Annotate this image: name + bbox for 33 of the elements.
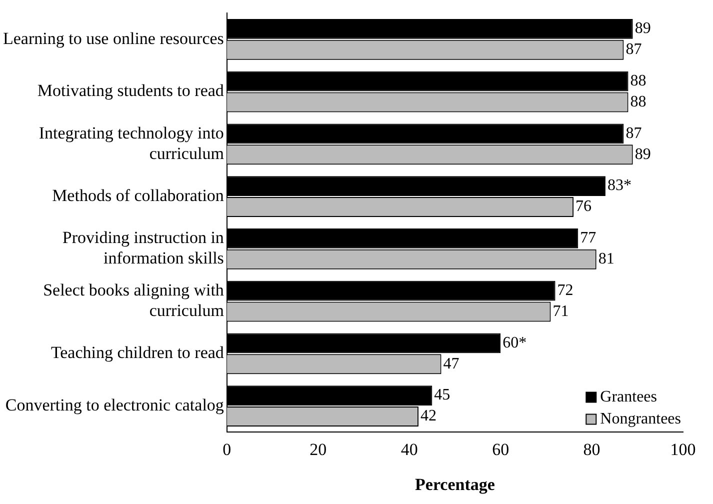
data-label: 45 xyxy=(434,386,450,404)
data-label: 89 xyxy=(634,20,651,38)
y-tick-label: Converting to electronic catalog xyxy=(5,395,224,414)
data-label: 88 xyxy=(630,72,646,90)
x-tick-label: 100 xyxy=(670,440,696,459)
data-label: 42 xyxy=(420,408,436,425)
y-tick-label: Motivating students to read xyxy=(37,81,224,100)
y-tick-label: Integrating technology into curriculum xyxy=(38,123,224,163)
data-label: 77 xyxy=(580,230,596,247)
x-tick-label: 60 xyxy=(492,440,510,459)
legend-label: Nongrantees xyxy=(600,410,681,428)
data-label: 60* xyxy=(502,334,527,352)
data-label: 87 xyxy=(626,124,642,142)
data-label: 72 xyxy=(557,282,574,299)
data-label: 76 xyxy=(576,198,592,216)
data-label: 47 xyxy=(443,355,460,372)
data-label: 71 xyxy=(552,302,569,320)
data-label: 89 xyxy=(634,146,651,163)
x-tick-label: 0 xyxy=(222,440,232,459)
x-tick-label: 40 xyxy=(400,440,418,459)
x-axis-title: Percentage xyxy=(415,475,496,494)
y-tick-label: Select books aligning with curriculum xyxy=(43,280,224,320)
data-label: 88 xyxy=(630,93,646,110)
data-label: 83* xyxy=(607,177,632,194)
x-tick-label: 20 xyxy=(310,440,327,459)
y-tick-label: Learning to use online resources xyxy=(2,28,224,48)
data-label: 81 xyxy=(598,250,614,268)
x-tick-label: 80 xyxy=(583,440,600,459)
y-tick-label: Providing instruction in information skills xyxy=(62,228,224,268)
legend-label: Grantees xyxy=(600,388,657,406)
y-tick-label: Methods of collaboration xyxy=(52,186,224,205)
data-label: 87 xyxy=(626,41,642,58)
y-tick-label: Teaching children to read xyxy=(50,343,224,362)
